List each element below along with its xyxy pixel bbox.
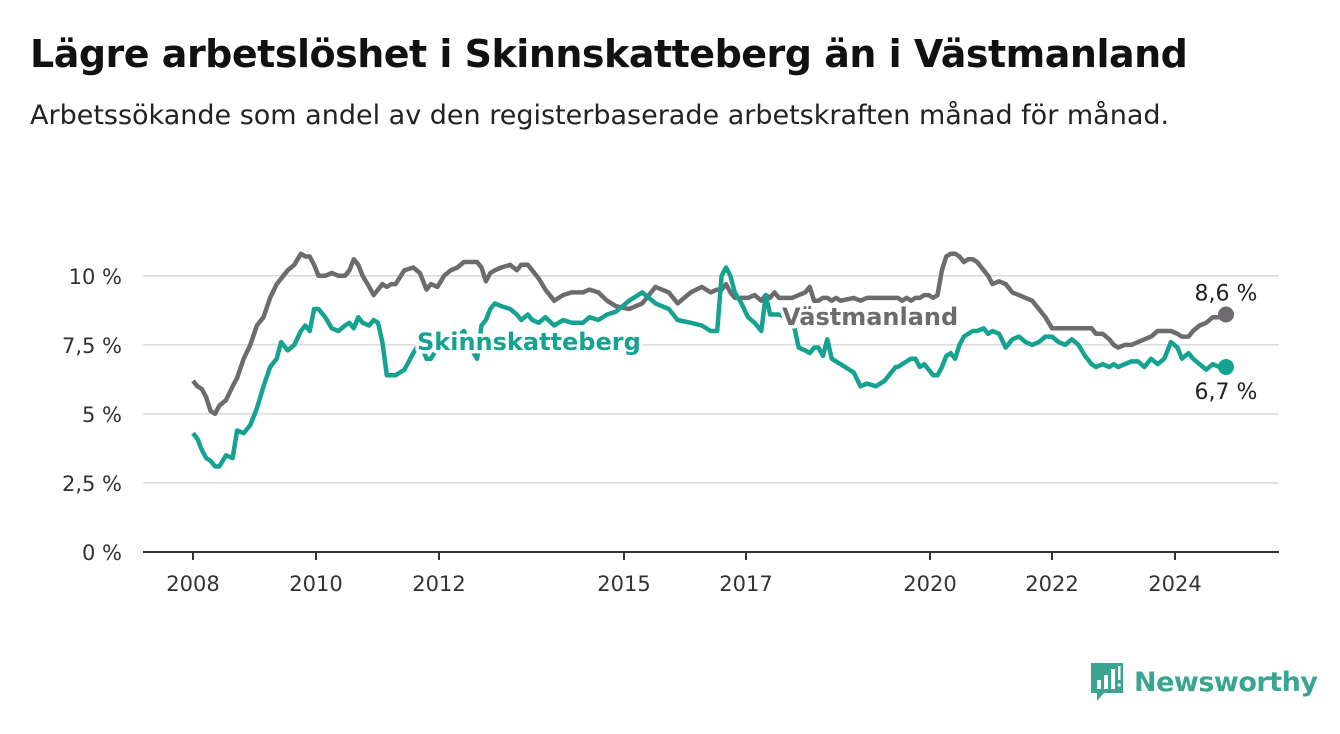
series-lines xyxy=(191,251,1234,469)
x-tick-label: 2012 xyxy=(412,572,465,596)
x-tick-label: 2017 xyxy=(719,572,772,596)
chart-title: Lägre arbetslöshet i Skinnskatteberg än … xyxy=(30,32,1188,76)
chart-subtitle: Arbetssökande som andel av den registerb… xyxy=(30,100,1170,131)
series-label-halo: Västmanland xyxy=(782,303,958,331)
series-label-halo: Skinnskatteberg xyxy=(417,328,641,356)
x-tick-label: 2015 xyxy=(597,572,650,596)
y-axis: 0 % 2,5 % 5 % 7,5 % 10 % xyxy=(62,265,122,565)
x-tick-label: 2024 xyxy=(1148,572,1201,596)
brand-name: Newsworthy xyxy=(1134,666,1318,698)
x-tick-label: 2010 xyxy=(289,572,342,596)
end-value-label: 8,6 % xyxy=(1195,281,1258,306)
x-tick-label: 2008 xyxy=(166,572,219,596)
series-end-dot xyxy=(1218,358,1234,375)
y-tick-label: 5 % xyxy=(82,403,122,427)
y-tick-label: 7,5 % xyxy=(62,334,122,358)
series-line-västmanland xyxy=(191,251,1227,417)
y-tick-label: 2,5 % xyxy=(62,472,122,496)
series-label: Skinnskatteberg xyxy=(417,328,641,356)
x-tick-label: 2020 xyxy=(903,572,956,596)
y-tick-label: 10 % xyxy=(69,265,122,289)
grid-lines xyxy=(143,275,1279,484)
newsworthy-logo[interactable]: Newsworthy xyxy=(1088,660,1318,704)
series-labels: 8,6 %6,7 %SkinnskattebergSkinnskatteberg… xyxy=(414,281,1258,405)
end-value-label: 6,7 % xyxy=(1195,380,1258,405)
x-axis: 2008 2010 2012 2015 2017 2020 2022 2024 xyxy=(143,551,1279,596)
y-tick-label: 0 % xyxy=(82,541,122,565)
series-line-skinnskatteberg xyxy=(191,265,1226,469)
series-end-dot xyxy=(1218,306,1234,323)
bar-chart-speech-icon xyxy=(1091,663,1123,701)
line-chart: 0 % 2,5 % 5 % 7,5 % 10 % 2008 2010 2012 2015 201… xyxy=(62,251,1279,596)
series-label: Västmanland xyxy=(782,303,958,331)
x-tick-label: 2022 xyxy=(1025,572,1078,596)
